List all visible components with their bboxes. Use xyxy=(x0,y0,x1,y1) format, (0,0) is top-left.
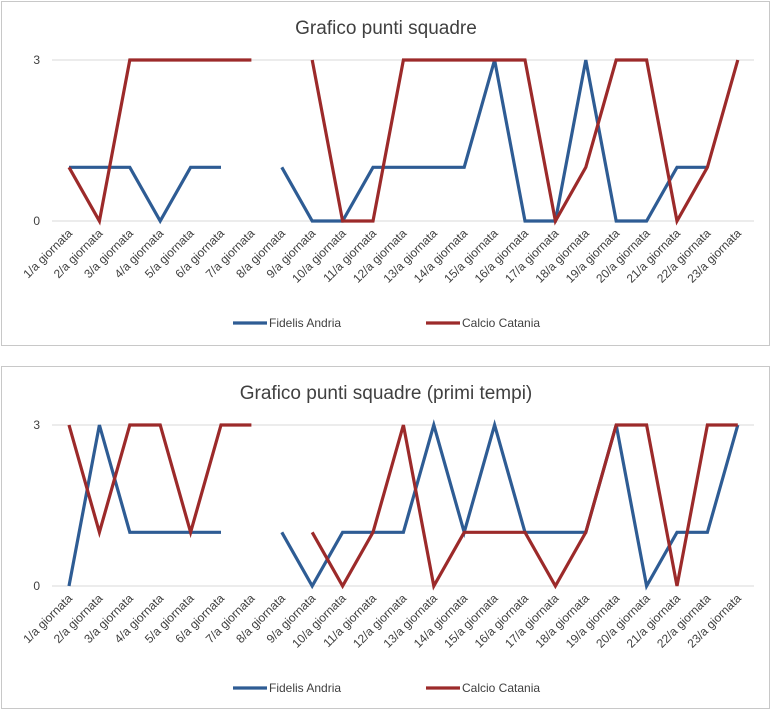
legend-label: Calcio Catania xyxy=(462,316,540,330)
legend-label: Fidelis Andria xyxy=(269,681,341,695)
series-line-fidelis-andria xyxy=(67,419,740,591)
chart-title: Grafico punti squadre (primi tempi) xyxy=(240,383,533,404)
y-tick-label: 3 xyxy=(33,418,40,432)
y-tick-label: 3 xyxy=(33,53,40,67)
chart-1-svg: Grafico punti squadre 031/a giornata2/a … xyxy=(20,18,754,330)
chart-punti-squadre: Grafico punti squadre 0 3 1/a giornata 2/a … xyxy=(1,1,770,346)
chart-title: Grafico punti squadre xyxy=(295,18,477,39)
series-line-calcio-catania xyxy=(67,58,740,226)
series-line-calcio-catania xyxy=(67,423,738,591)
legend-label: Calcio Catania xyxy=(462,681,540,695)
chart-punti-squadre-primi-tempi: Grafico punti squadre (primi tempi) 0 3 1/… xyxy=(1,366,770,709)
legend-label: Fidelis Andria xyxy=(269,316,341,330)
chart-2-svg: Grafico punti squadre (primi tempi) 031/… xyxy=(20,383,754,695)
y-tick-label: 0 xyxy=(33,214,40,228)
y-tick-label: 0 xyxy=(33,579,40,593)
